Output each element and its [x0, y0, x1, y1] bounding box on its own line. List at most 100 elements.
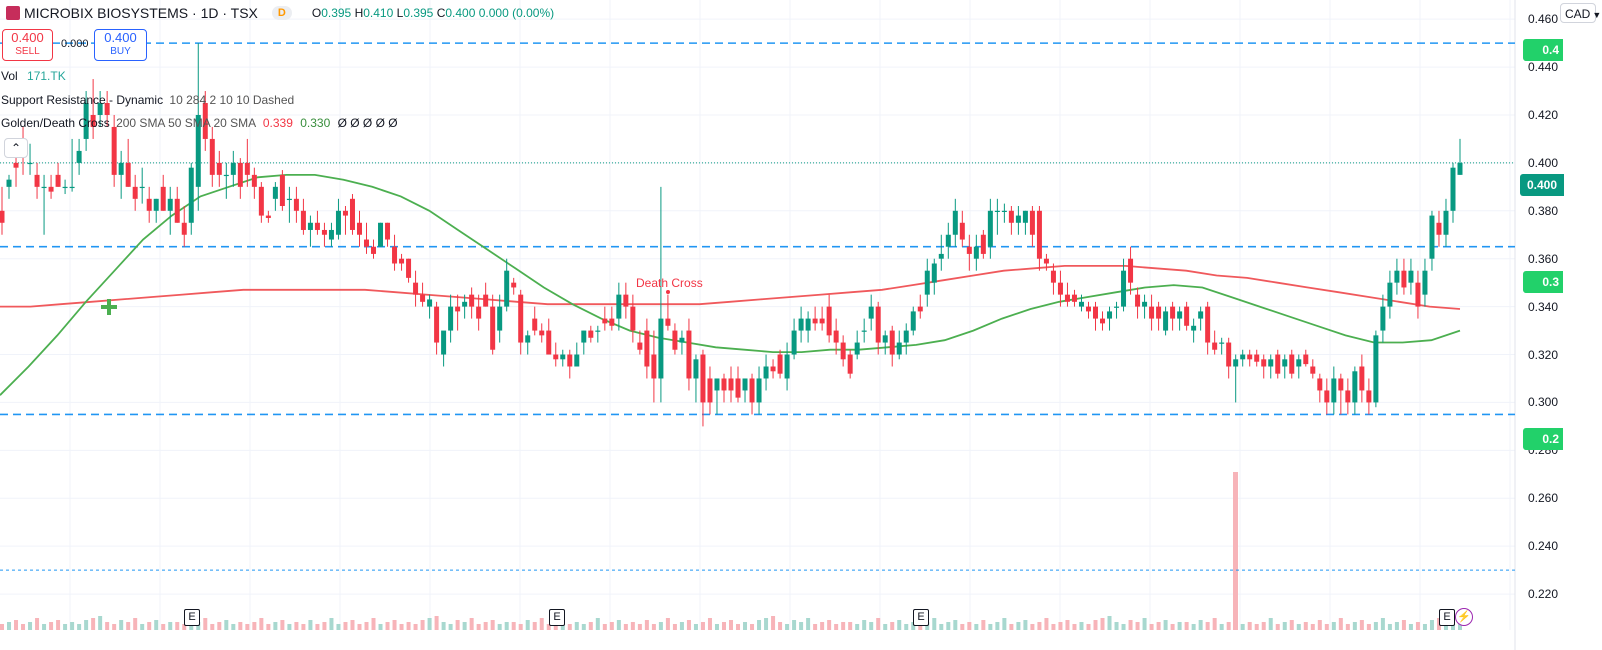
price-tag-upper: 0.4 [1523, 39, 1563, 61]
volume-bar [1450, 622, 1455, 630]
volume-bar [588, 622, 593, 630]
volume-bar [1100, 618, 1105, 630]
candle-body [1184, 306, 1190, 326]
earnings-marker-3[interactable]: E [913, 609, 929, 626]
volume-bar [1261, 622, 1266, 630]
volume-bar [932, 618, 937, 630]
candle-body [300, 210, 306, 230]
volume-bar [616, 620, 621, 630]
volume-bar [378, 624, 383, 630]
spread-value: 0.000 [61, 38, 89, 50]
volume-bar [308, 620, 313, 630]
volume-bar [1002, 618, 1007, 630]
candle-body [1015, 215, 1021, 223]
candle-body [1029, 210, 1035, 235]
volume-legend[interactable]: Vol 171.TK [1, 69, 66, 83]
candle-body [658, 318, 664, 379]
buy-button[interactable]: 0.400 BUY [94, 29, 147, 61]
volume-bar [848, 622, 853, 630]
lightning-icon[interactable]: ⚡ [1455, 608, 1473, 626]
volume-bar [203, 618, 208, 630]
candle-body [644, 330, 650, 367]
currency-select[interactable]: CAD ▼ [1560, 3, 1601, 23]
volume-bar [287, 624, 292, 630]
volume-bar [210, 624, 215, 630]
volume-bar [939, 624, 944, 630]
candle-body [104, 103, 110, 115]
volume-bar [967, 622, 972, 630]
candle-body [349, 198, 355, 230]
volume-bar [651, 624, 656, 630]
volume-bar [743, 622, 748, 630]
candle-body [777, 354, 783, 374]
volume-bar [476, 624, 481, 630]
candle-body [490, 306, 496, 350]
sell-button[interactable]: 0.400 SELL [2, 29, 53, 61]
candle-body [1450, 167, 1456, 211]
volume-bar [1394, 622, 1399, 630]
candle-body [917, 306, 923, 312]
candle-body [1457, 162, 1463, 175]
candle-body [1100, 318, 1106, 324]
symbol-title[interactable]: MICROBIX BIOSYSTEMS · 1D · TSX [24, 5, 258, 21]
volume-bar [1458, 624, 1462, 630]
sma50-line [0, 173, 1461, 396]
volume-bar [1408, 624, 1413, 630]
earnings-marker-4[interactable]: E [1439, 609, 1455, 626]
gdc-legend[interactable]: Golden/Death Cross 200 SMA 50 SMA 20 SMA… [1, 116, 398, 130]
candle-body [854, 342, 860, 355]
volume-bar [1030, 624, 1035, 630]
volume-bar [778, 622, 783, 630]
price-axis-tick: 0.340 [1527, 299, 1559, 314]
volume-bar [574, 622, 579, 630]
volume-bar [406, 622, 411, 630]
volume-bar [581, 624, 586, 630]
chevron-up-icon: ⌃ [10, 141, 22, 155]
candle-body [153, 198, 159, 211]
volume-bar [1324, 624, 1329, 630]
candle-body [1093, 306, 1098, 319]
candle-body [714, 378, 720, 391]
volume-bar [259, 618, 264, 630]
candle-body [1303, 354, 1309, 365]
candle-body [1373, 335, 1379, 403]
volume-bar [161, 624, 166, 630]
volume-bar [1352, 622, 1357, 630]
candle-body [27, 162, 33, 165]
earnings-marker-1[interactable]: E [184, 609, 200, 626]
volume-bar [504, 622, 509, 630]
earnings-marker-2[interactable]: E [549, 609, 565, 626]
volume-bar [567, 624, 572, 630]
candle-body [13, 162, 19, 168]
collapse-legend-button[interactable]: ⌃ [4, 138, 28, 158]
volume-bar [245, 624, 250, 630]
volume-bar [644, 620, 649, 630]
candle-body [476, 306, 482, 319]
volume-bar [441, 622, 446, 630]
volume-bar [28, 622, 33, 630]
candle-body [1198, 311, 1204, 319]
volume-bar [546, 624, 551, 630]
candle-body [763, 366, 769, 379]
candle-body [76, 150, 82, 163]
volume-bar [399, 624, 404, 630]
volume-bar [960, 624, 965, 630]
candle-body [903, 330, 909, 343]
volume-bar [105, 622, 110, 630]
volume-bar [231, 624, 236, 630]
data-delay-badge[interactable]: D [271, 6, 292, 20]
price-axis-tick: 0.420 [1527, 107, 1559, 122]
volume-bar [721, 622, 726, 630]
volume-bar [7, 622, 12, 630]
candle-body [34, 174, 40, 187]
volume-bar [1310, 624, 1315, 630]
candle-body [868, 306, 874, 319]
candle-body [97, 103, 103, 115]
sr-legend[interactable]: Support Resistance - Dynamic 10 284 2 10… [1, 93, 295, 107]
candle-body [1114, 306, 1120, 308]
candle-body [1436, 222, 1442, 235]
price-axis-tick: 0.300 [1527, 395, 1559, 410]
volume-bar [623, 624, 628, 630]
candle-body [174, 198, 180, 223]
